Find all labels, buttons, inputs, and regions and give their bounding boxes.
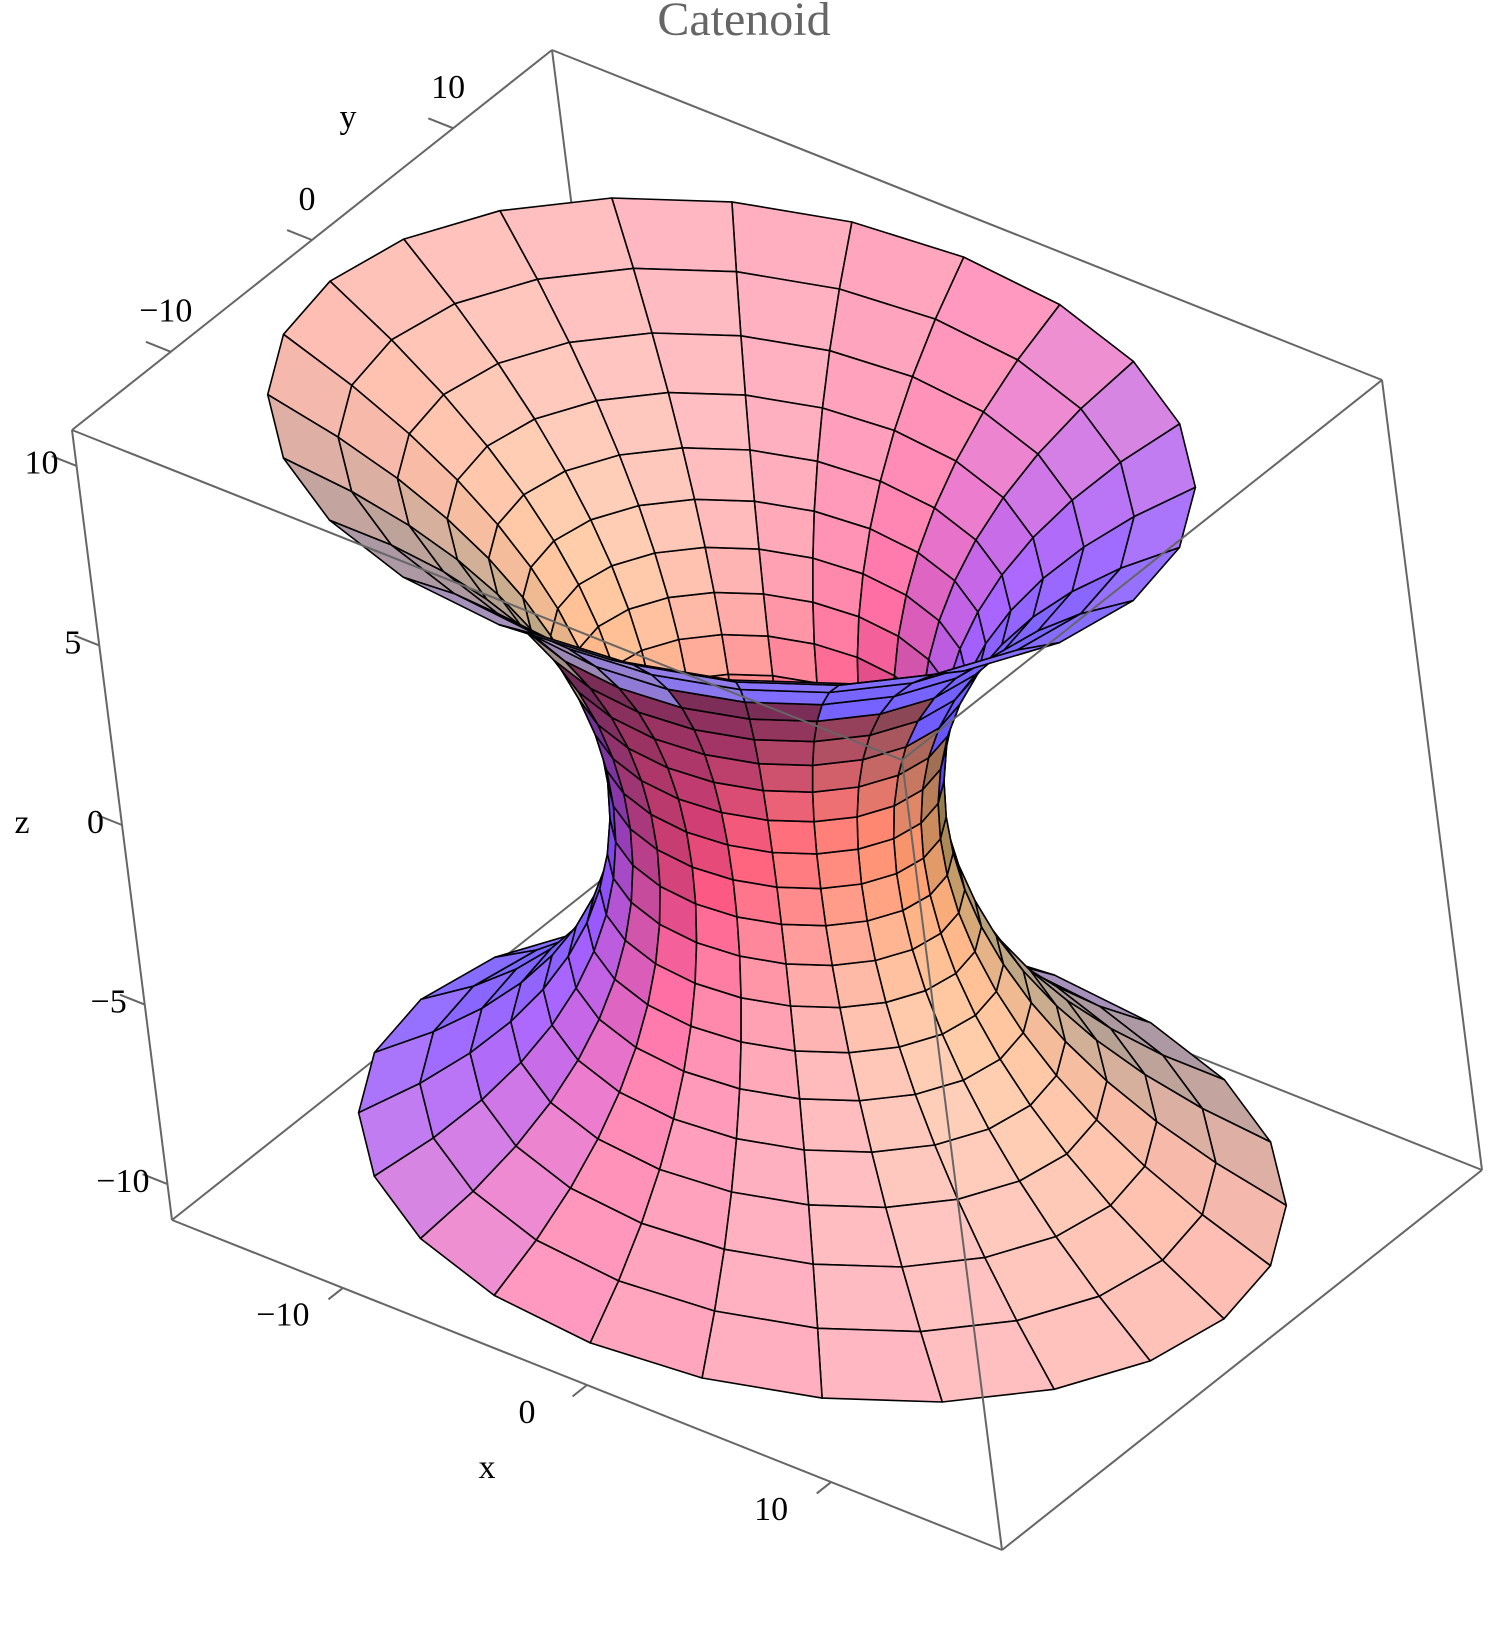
y-axis-label: y (340, 99, 357, 136)
z-axis-label: z (14, 804, 29, 841)
tick-mark (96, 814, 123, 826)
surface-patch (815, 848, 863, 890)
x-tick-label: −10 (256, 1297, 309, 1334)
tick-mark (51, 455, 77, 467)
surface-patch (813, 816, 859, 855)
y-tick-label: −10 (139, 293, 192, 330)
surface-patch (771, 851, 822, 890)
tick-mark (571, 1384, 588, 1398)
surface-patch (757, 762, 814, 794)
box-edge (901, 759, 1003, 1551)
surface-patch (798, 1098, 873, 1153)
box-edge (901, 379, 1383, 761)
z-tick-label: 0 (87, 804, 104, 841)
surface-patch (762, 789, 815, 823)
surface-patch (610, 658, 737, 683)
chart-title: Catenoid (657, 0, 830, 46)
surface-patch (713, 591, 769, 637)
tick-mark (119, 993, 146, 1006)
surface-patch (785, 963, 841, 1009)
z-tick-label: 5 (64, 624, 81, 661)
surface-patch (794, 1050, 861, 1102)
z-tick-label: 10 (25, 445, 59, 482)
surface-patch (749, 449, 819, 513)
tick-mark (327, 1287, 344, 1301)
tick-mark (427, 117, 454, 130)
y-tick-label: 0 (299, 181, 316, 218)
z-tick-label: −5 (91, 983, 127, 1020)
tick-mark (145, 340, 172, 353)
box-edge (1381, 379, 1483, 1171)
surface-patch (803, 1149, 887, 1209)
surface-patch (824, 920, 877, 967)
surface-patch (766, 819, 818, 855)
surface-patch (812, 1263, 922, 1333)
surface-patch (704, 546, 765, 595)
tick-mark (74, 634, 100, 647)
x-tick-label: 10 (754, 1491, 788, 1528)
surface-patch (720, 633, 774, 677)
x-axis-label: x (479, 1449, 496, 1486)
tick-mark (286, 229, 313, 241)
surface-patch (753, 738, 815, 767)
surface-patch (789, 1005, 850, 1054)
tick-mark (816, 1481, 832, 1495)
surface-patch (701, 1310, 823, 1399)
y-tick-label: 10 (431, 69, 465, 106)
box-edge (1001, 1169, 1483, 1551)
surface-patch (807, 1204, 903, 1268)
x-tick-label: 0 (519, 1394, 536, 1431)
surface-patch (819, 883, 869, 927)
surface-patch (831, 959, 887, 1009)
surface-patch (776, 886, 827, 927)
box-edge (71, 429, 903, 761)
surface-patch (780, 923, 834, 967)
tick-mark (142, 1173, 168, 1186)
z-tick-label: −10 (96, 1163, 149, 1200)
box-edge (551, 49, 1383, 381)
surface-patch (816, 1327, 944, 1403)
